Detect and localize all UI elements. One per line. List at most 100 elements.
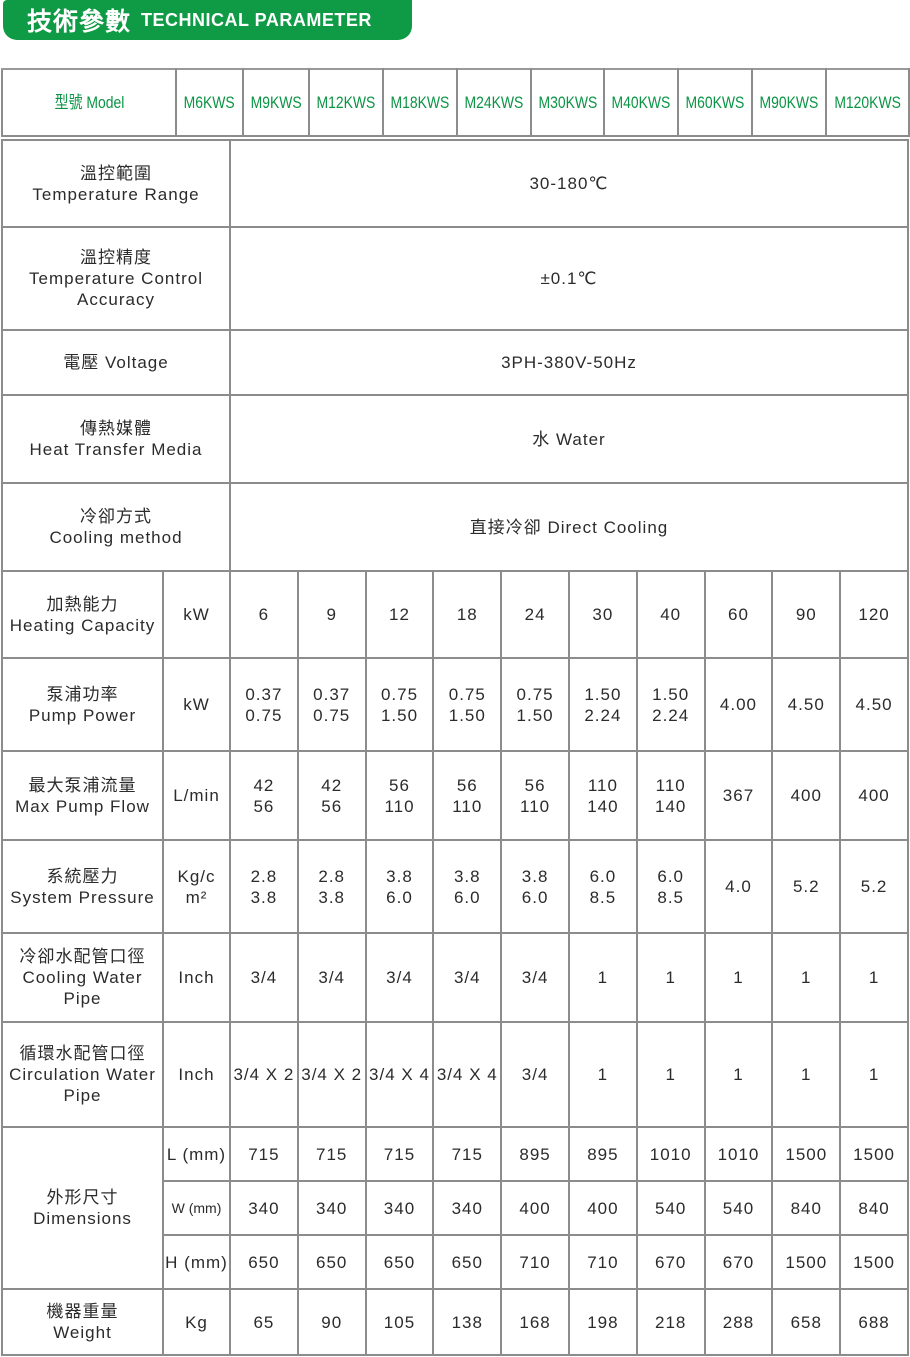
value-cell: 3/4 X 4 [432, 1021, 503, 1128]
spec-value: 30-180℃ [229, 139, 909, 228]
value-cell: 110 140 [635, 750, 706, 841]
label-en: 電壓 Voltage [63, 353, 169, 372]
label-zh: 加熱能力 [46, 594, 119, 614]
value-cell: 3/4 [229, 932, 299, 1023]
value-cell: 715 [364, 1126, 435, 1182]
row-label: 傳熱媒體 Heat Transfer Media [1, 394, 231, 484]
value-cell: 0.75 1.50 [432, 657, 503, 752]
value-cell: 3/4 X 2 [229, 1021, 299, 1128]
value-cell: 340 [364, 1180, 435, 1236]
model-name: M24KWS [455, 68, 532, 137]
label-en: Temperature Range [32, 184, 200, 204]
value-cell: 400 [839, 750, 909, 841]
label-en: Heating Capacity [9, 615, 156, 635]
spec-row: 最大泵浦流量 Max Pump Flow L/min 42 56 42 56 56 110… [1, 750, 909, 841]
model-name: M40KWS [603, 68, 680, 137]
value-cell: 1 [567, 932, 638, 1023]
value-cell: 4.50 [771, 657, 842, 752]
spec-row: 機器重量 Weight Kg 65 90 105 138 168 198 218 288 658 688 [1, 1288, 909, 1356]
label-en: Max Pump Flow [15, 796, 150, 816]
value-cell: 400 [500, 1180, 570, 1236]
spec-row: 循環水配管口徑 Circulation Water Pipe Inch 3/4 X 2… [1, 1021, 909, 1128]
label-zh: 泵浦功率 [46, 684, 119, 704]
value-cell: 6.0 8.5 [635, 839, 706, 934]
value-cell: 4.0 [703, 839, 774, 934]
value-cell: 715 [229, 1126, 299, 1182]
value-cell: 0.37 0.75 [229, 657, 299, 752]
value-cell: 2.8 3.8 [296, 839, 367, 934]
label-zh: 冷卻方式 [80, 507, 152, 526]
value-cell: 56 110 [432, 750, 503, 841]
spec-value: ±0.1℃ [229, 226, 909, 331]
value-cell: 650 [364, 1234, 435, 1290]
value-cell: 0.37 0.75 [296, 657, 367, 752]
value-cell: 1500 [771, 1234, 842, 1290]
value-cell: 1 [703, 1021, 774, 1128]
value-cell: 688 [839, 1288, 909, 1356]
spec-row: 傳熱媒體 Heat Transfer Media 水 Water [1, 394, 909, 484]
model-header-table: 型號 Model M6KWS M9KWS M12KWS M18KWS M24KWS M30… [0, 68, 910, 137]
spec-row: 加熱能力 Heating Capacity kW 6 9 12 18 24 30 40 60 90 12… [1, 570, 909, 659]
unit-cell: L/min [162, 750, 231, 841]
row-label: 外形尺寸 Dimensions [1, 1126, 164, 1290]
label-en: Circulation Water Pipe [9, 1065, 156, 1105]
value-cell: 715 [296, 1126, 367, 1182]
unit-cell: Inch [162, 1021, 231, 1128]
value-cell: 42 56 [229, 750, 299, 841]
spec-row: 電壓 Voltage 3PH-380V-50Hz [1, 329, 909, 396]
value-cell: 1 [635, 932, 706, 1023]
model-name: M18KWS [381, 68, 458, 137]
value-cell: 4.00 [703, 657, 774, 752]
value-cell: 670 [703, 1234, 774, 1290]
unit-cell: Inch [162, 932, 231, 1023]
banner-title-zh: 技術參數 [27, 8, 132, 36]
value-cell: 3/4 [500, 1021, 570, 1128]
row-label: 最大泵浦流量 Max Pump Flow [1, 750, 164, 841]
value-cell: 24 [500, 570, 570, 659]
value-cell: 120 [839, 570, 909, 659]
dimension-row: H (mm) 650 650 650 650 710 710 670 670 1500 1500 [2, 1234, 909, 1290]
value-cell: 650 [296, 1234, 367, 1290]
spec-value: 直接冷卻 Direct Cooling [229, 482, 909, 572]
value-cell: 12 [364, 570, 435, 659]
value-cell: 540 [635, 1180, 706, 1236]
section-banner: 技術參數 TECHNICAL PARAMETER [3, 0, 412, 40]
value-cell: 895 [567, 1126, 638, 1182]
spec-row: 溫控精度 Temperature Control Accuracy ±0.1℃ [1, 226, 909, 331]
value-cell: 90 [296, 1288, 367, 1356]
spec-row: 系統壓力 System Pressure Kg/c m² 2.8 3.8 2.8 3.8… [1, 839, 909, 934]
model-label: 型號 Model [0, 68, 178, 137]
value-cell: 5.2 [839, 839, 909, 934]
spec-value: 3PH-380V-50Hz [229, 329, 909, 396]
value-cell: 1 [771, 932, 842, 1023]
spec-table: 溫控範圍 Temperature Range 30-180℃ 溫控精度 Temperat… [1, 139, 909, 1356]
value-cell: 40 [635, 570, 706, 659]
row-label: 泵浦功率 Pump Power [1, 657, 164, 752]
value-cell: 2.8 3.8 [229, 839, 299, 934]
model-name: M9KWS [241, 68, 311, 137]
model-name: M12KWS [308, 68, 384, 137]
value-cell: 340 [296, 1180, 367, 1236]
value-cell: 4.50 [839, 657, 909, 752]
value-cell: 6.0 8.5 [567, 839, 638, 934]
unit-cell: Kg [162, 1288, 231, 1356]
value-cell: 3.8 6.0 [364, 839, 435, 934]
spec-row: 溫控範圍 Temperature Range 30-180℃ [1, 139, 909, 228]
value-cell: 6 [229, 570, 299, 659]
value-cell: 1500 [839, 1234, 909, 1290]
value-cell: 1 [567, 1021, 638, 1128]
label-zh: 溫控精度 [80, 248, 152, 267]
value-cell: 60 [703, 570, 774, 659]
model-name: M90KWS [750, 68, 827, 137]
value-cell: 110 140 [567, 750, 638, 841]
spec-row: 冷卻方式 Cooling method 直接冷卻 Direct Cooling [1, 482, 909, 572]
label-zh: 循環水配管口徑 [19, 1044, 146, 1063]
value-cell: 30 [567, 570, 638, 659]
value-cell: 1 [771, 1021, 842, 1128]
value-cell: 340 [432, 1180, 503, 1236]
value-cell: 400 [771, 750, 842, 841]
value-cell: 18 [432, 570, 503, 659]
unit-cell: L (mm) [162, 1126, 231, 1182]
unit-cell: H (mm) [162, 1234, 231, 1290]
unit-cell: kW [162, 570, 231, 659]
